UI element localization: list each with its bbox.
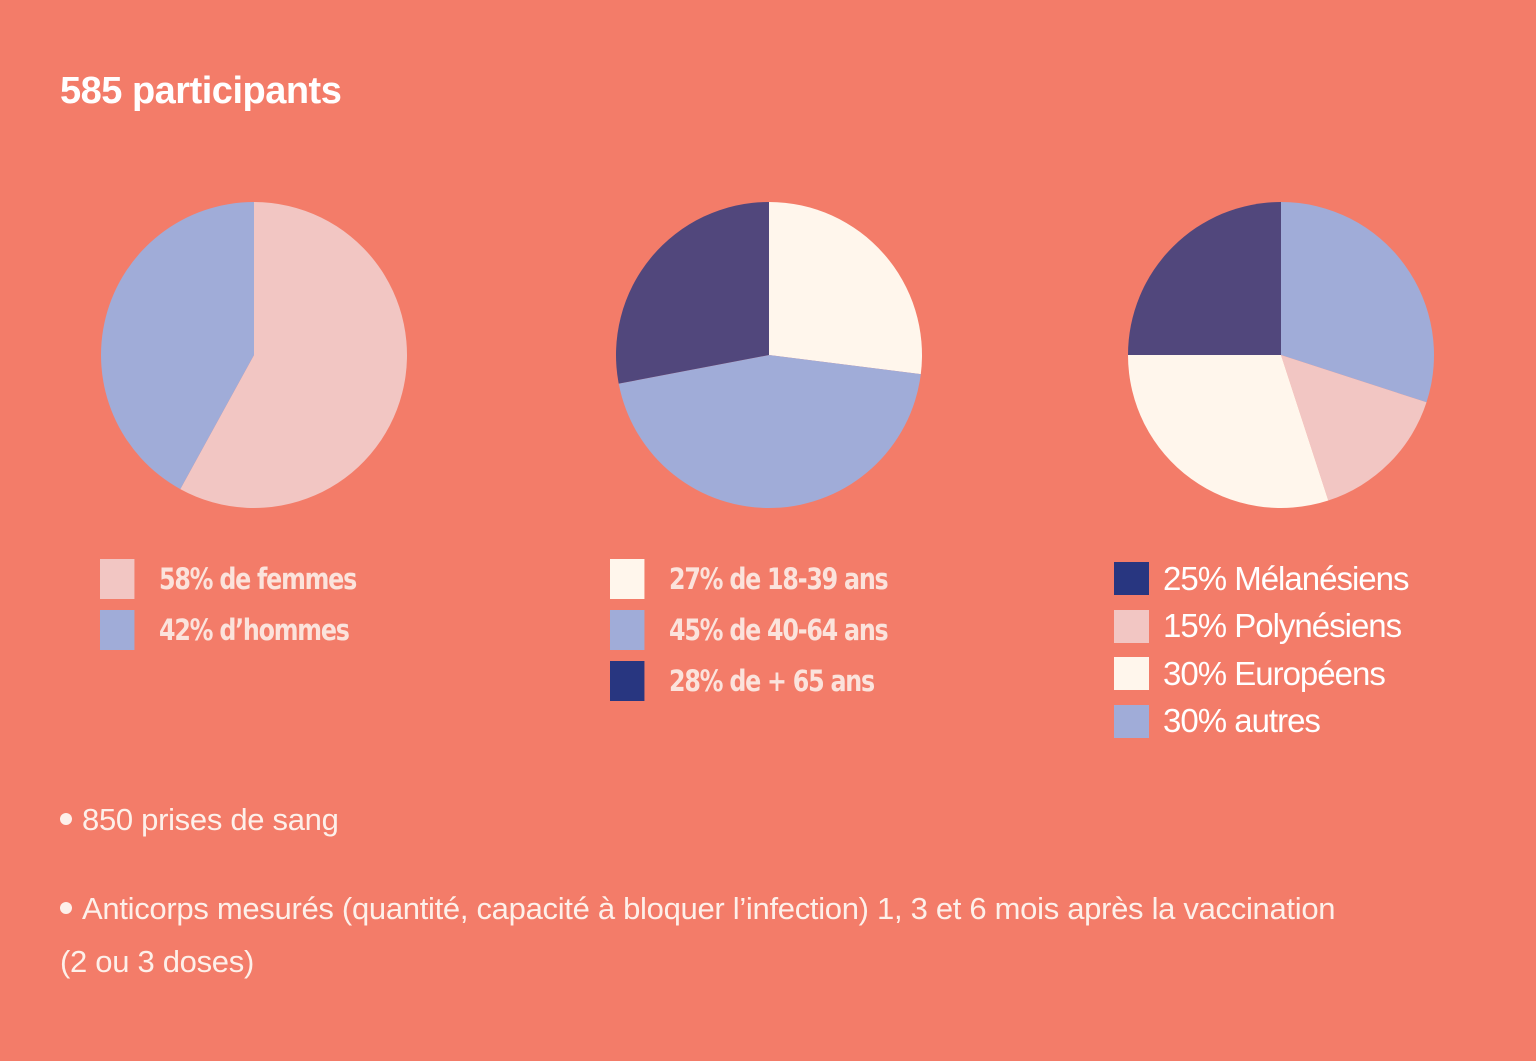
legend-item: 30% Européens [1114, 650, 1409, 698]
legend-item: 28% de + 65 ans [610, 655, 887, 706]
note-line: (2 ou 3 doses) [60, 944, 254, 979]
legend-swatch-18-39 [610, 558, 645, 599]
pie-slice-0 [1281, 202, 1434, 403]
legend-age: 27% de 18-39 ans 45% de 40-64 ans 28% de… [610, 553, 948, 706]
legend-swatch-40-64 [610, 609, 645, 650]
pie-slice-2 [615, 202, 769, 384]
legend-origin: 25% Mélanésiens 15% Polynésiens 30% Euro… [1114, 555, 1409, 745]
legend-label: 25% Mélanésiens [1163, 559, 1409, 597]
legend-label: 30% autres [1163, 702, 1321, 740]
pie-chart-origin [1128, 202, 1434, 508]
legend-item: 30% autres [1114, 698, 1409, 746]
pie-slice-2 [1128, 355, 1329, 508]
legend-label: 30% Européens [1163, 654, 1386, 692]
pie-slice-3 [1128, 202, 1281, 355]
legend-swatch-65-plus [610, 660, 645, 701]
page-title: 585 participants [60, 70, 342, 112]
legend-label: 45% de 40-64 ans [669, 612, 889, 647]
note-line: Anticorps mesurés (quantité, capacité à … [60, 882, 1336, 935]
note-blood-samples: 850 prises de sang [60, 802, 339, 838]
legend-swatch-polynesiens [1114, 609, 1149, 643]
legend-label: 15% Polynésiens [1163, 607, 1402, 645]
legend-label: 42% d’hommes [159, 612, 350, 647]
bullet-icon [60, 812, 72, 825]
bullet-icon [60, 901, 72, 914]
pie-chart-gender [101, 202, 408, 508]
legend-label: 27% de 18-39 ans [669, 561, 889, 596]
legend-swatch-men [100, 609, 135, 650]
legend-item: 45% de 40-64 ans [610, 604, 889, 655]
pie-slice-0 [180, 202, 408, 508]
legend-item: 25% Mélanésiens [1114, 555, 1409, 603]
legend-swatch-melanesiens [1114, 562, 1149, 596]
legend-label: 58% de femmes [159, 561, 357, 596]
pie-chart-age [615, 202, 922, 508]
legend-item: 15% Polynésiens [1114, 603, 1409, 651]
legend-item: 58% de femmes [100, 553, 357, 604]
legend-gender: 58% de femmes 42% d’hommes [100, 553, 412, 655]
note-antibodies: Anticorps mesurés (quantité, capacité à … [60, 882, 1336, 988]
legend-label: 28% de + 65 ans [669, 663, 875, 698]
note-text: 850 prises de sang [82, 802, 339, 837]
pie-slice-1 [101, 202, 254, 490]
legend-item: 27% de 18-39 ans [610, 553, 889, 604]
legend-item: 42% d’hommes [100, 604, 356, 655]
legend-swatch-europeens [1114, 657, 1149, 691]
legend-swatch-autres [1114, 704, 1149, 738]
pie-slice-0 [769, 202, 922, 375]
note-text: Anticorps mesurés (quantité, capacité à … [82, 891, 1336, 926]
pie-slice-1 [1281, 355, 1427, 501]
pie-slice-1 [618, 355, 921, 508]
legend-swatch-women [100, 558, 135, 599]
